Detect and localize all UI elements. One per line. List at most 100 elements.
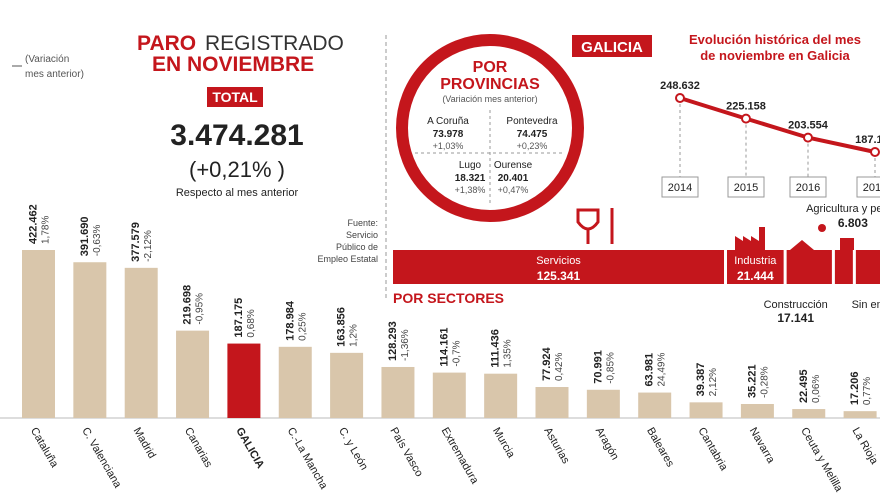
total-tag-bg	[207, 87, 263, 107]
title-part: PARO	[137, 32, 196, 55]
line-point	[741, 113, 751, 124]
bar-variation-label: 0,25%	[297, 312, 308, 340]
sector-segment	[834, 250, 853, 284]
title-part: REGISTRADO	[205, 32, 344, 55]
x-tick-label: 2017	[863, 182, 880, 194]
x-tick-label: 2016	[796, 182, 820, 194]
bar-value-label: 377.579	[130, 222, 142, 262]
sector-value: 125.341	[537, 269, 581, 283]
bar-value-label: 219.698	[182, 285, 194, 325]
province-name: Lugo	[459, 160, 482, 171]
bar	[843, 411, 877, 418]
bar-variation-label: -0,85%	[605, 352, 616, 384]
bar-value-label: 17.206	[849, 372, 861, 406]
galicia-tag: GALICIA	[581, 39, 643, 56]
year-box	[856, 176, 880, 198]
province-change: +0,47%	[498, 185, 529, 195]
bar-variation-label: 24,49%	[657, 353, 668, 387]
icon-glass	[576, 208, 600, 231]
x-tick-label: Cantabria	[695, 426, 730, 474]
bar-variation-label: 0,77%	[862, 377, 873, 405]
x-tick-label: Cataluña	[28, 426, 61, 471]
province-change: +1,03%	[433, 141, 464, 151]
sector-value: 21.444	[737, 269, 774, 283]
icon-tractor	[840, 238, 854, 250]
x-tick-label: Ceuta y Melilla	[798, 426, 845, 495]
province-change: +1,38%	[455, 185, 486, 195]
point-label: 225.158	[726, 101, 766, 113]
province-items: A Coruña 73.978+1,03% Pontevedra 74.475+0,2…	[427, 116, 558, 195]
x-tick-label: Extremadura	[439, 426, 481, 487]
bar-value-label: 391.690	[79, 216, 91, 256]
x-tick-label: C. y León	[336, 426, 370, 473]
icon-factory	[735, 227, 765, 250]
x-tick-label: GALICIA	[233, 426, 266, 471]
galicia-tag-bg	[572, 35, 652, 57]
sector-segment	[393, 250, 724, 284]
sector-label: Industria	[734, 255, 777, 267]
source: Público de	[336, 242, 378, 252]
source: Empleo Estatal	[317, 254, 378, 264]
year-box	[661, 176, 699, 198]
sector-segment	[786, 250, 832, 284]
x-tick-label: Baleares	[644, 426, 676, 470]
variation-note: (Variación	[25, 54, 69, 65]
bar	[740, 403, 774, 418]
point-label: 187.175	[855, 134, 880, 146]
bar-variation-label: 0,68%	[246, 309, 257, 337]
sector-value: 6.803	[838, 216, 868, 230]
year-box	[727, 176, 765, 198]
bar-value-label: 70.991	[592, 350, 604, 384]
x-tick-label: Asturias	[541, 426, 572, 467]
icon-worker	[818, 224, 826, 232]
bar-variation-label: -2,12%	[143, 230, 154, 262]
x-tick-label: Canarias	[182, 426, 215, 471]
x-tick-label: La Rioja	[850, 426, 880, 468]
bar-variation-label: -1,36%	[400, 329, 411, 361]
x-tick-label: Murcia	[490, 426, 517, 461]
province-ring	[396, 34, 584, 222]
province-title: PROVINCIAS	[440, 76, 540, 93]
bar-variation-label: 0,06%	[811, 375, 822, 403]
province-note: (Variación mes anterior)	[442, 94, 537, 104]
line	[679, 96, 876, 154]
x-tick-label: País Vasco	[387, 426, 425, 479]
bar-value-label: 422.462	[28, 204, 40, 244]
bar-value-label: 77.924	[541, 346, 553, 381]
bar	[689, 402, 723, 418]
province-value: 74.475	[517, 129, 548, 140]
sector-segment	[727, 250, 784, 284]
x-tick-label: C. Valenciana	[79, 426, 124, 491]
source: Servicio	[346, 230, 378, 240]
point-label: 248.632	[660, 80, 700, 92]
bar	[176, 330, 210, 418]
bar-variation-label: 1,78%	[41, 216, 52, 244]
bar	[586, 389, 620, 418]
province-name: Ourense	[494, 160, 533, 171]
bar-value-label: 187.175	[233, 298, 245, 338]
bar-variation-label: -0,63%	[92, 224, 103, 256]
bar-variation-label: -0,7%	[451, 340, 462, 366]
x-tick-label: 2015	[734, 182, 758, 194]
bar	[278, 346, 312, 418]
point-label: 203.554	[788, 120, 829, 132]
bar	[432, 372, 466, 418]
bar	[381, 366, 415, 418]
bar	[73, 262, 107, 418]
title-line: EN NOVIEMBRE	[152, 53, 314, 76]
bar-variation-label: 0,42%	[554, 353, 565, 381]
x-tick-label: C.-La Mancha	[285, 426, 330, 493]
line-title: de noviembre en Galicia	[700, 48, 850, 63]
total-tag: TOTAL	[212, 89, 258, 105]
sector-label: Agricultura y pesca	[806, 203, 880, 215]
x-tick-label: Aragón	[593, 426, 621, 463]
x-tick-label: 2014	[668, 182, 692, 194]
total-note: Respecto al mes anterior	[176, 187, 299, 199]
icon-construction	[790, 240, 814, 250]
bar-value-label: 22.495	[798, 369, 810, 403]
bar-variation-label: -0,95%	[195, 293, 206, 325]
bar	[227, 343, 261, 418]
line-point	[675, 93, 685, 103]
bar-variation-label: 1,35%	[503, 339, 514, 367]
